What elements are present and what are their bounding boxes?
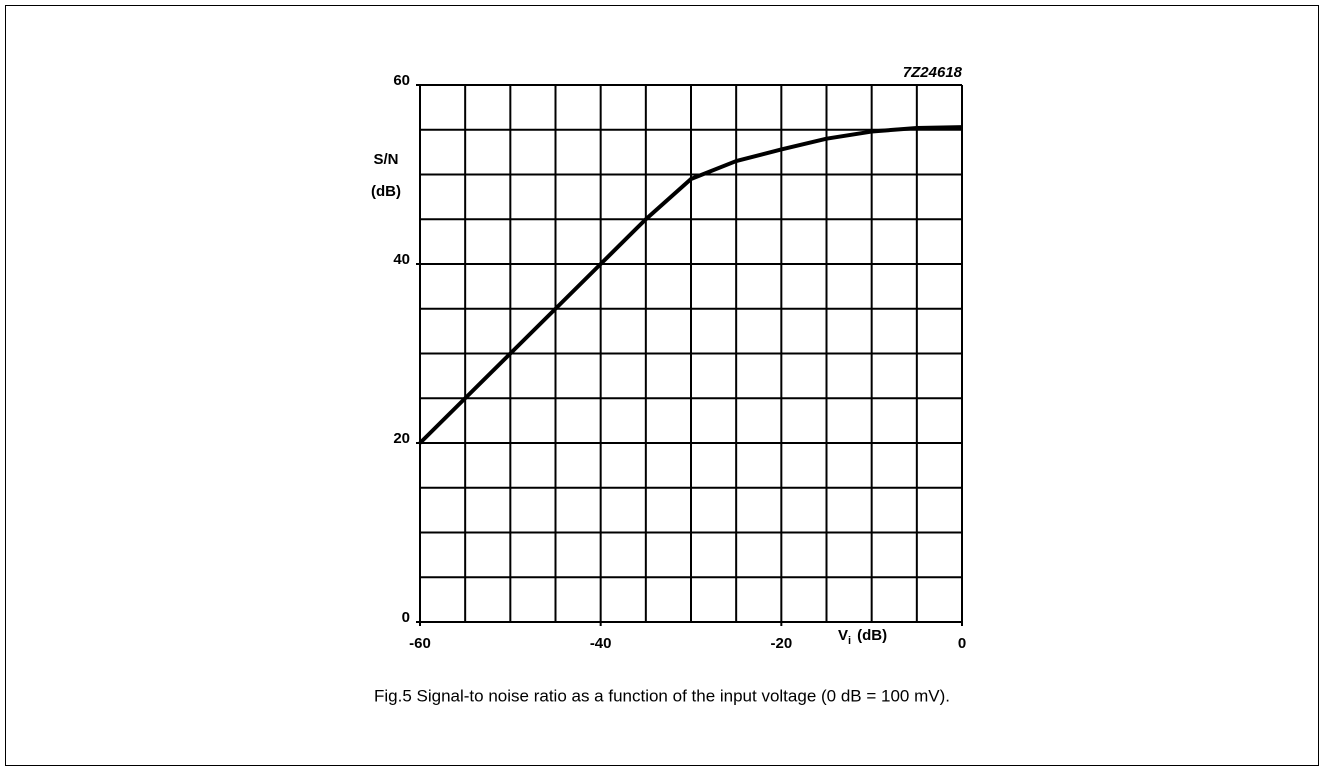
x-tick-label: 0 [958, 635, 966, 652]
x-tick-label: -60 [409, 635, 431, 652]
y-tick-label: 60 [393, 72, 410, 89]
data-line [418, 125, 963, 445]
x-axis-unit: (dB) [857, 627, 887, 644]
frame [5, 5, 1319, 766]
y-axis-label: (dB) [371, 183, 401, 200]
x-tick-label: -20 [770, 635, 792, 652]
x-axis-symbol: V [838, 627, 848, 644]
x-axis-subscript: i [848, 635, 851, 647]
y-tick-label: 20 [393, 430, 410, 447]
x-tick-label: -40 [590, 635, 612, 652]
caption: Fig.5 Signal-to noise ratio as a functio… [374, 686, 950, 705]
y-axis-label: S/N [373, 151, 398, 168]
figure-code: 7Z24618 [903, 64, 963, 81]
x-axis-label: Vi (dB) [838, 627, 887, 647]
y-tick-label: 40 [393, 251, 410, 268]
y-tick-label: 0 [402, 609, 410, 626]
